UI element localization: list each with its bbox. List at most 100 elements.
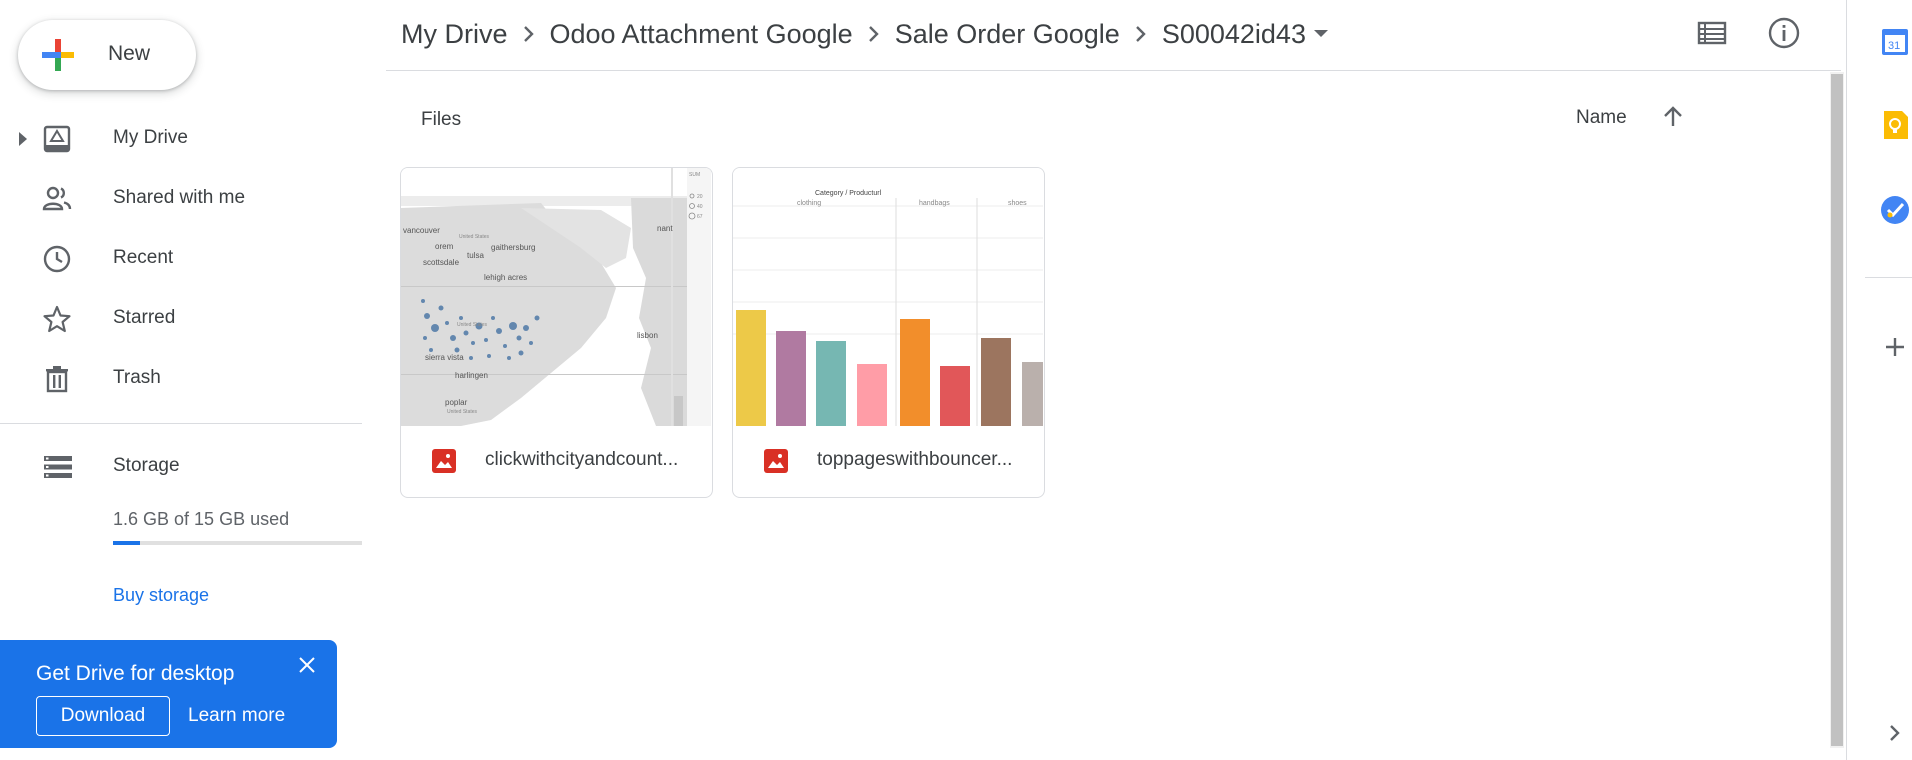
image-file-icon [764,449,788,473]
breadcrumb-item[interactable]: Odoo Attachment Google [549,18,853,49]
promo-title: Get Drive for desktop [36,662,235,685]
map-label: nant [657,224,673,233]
header-divider [386,70,1841,71]
drive-icon [43,125,71,153]
map-label: tulsa [467,251,484,260]
column-label: clothing [797,200,821,207]
map-label: United States [459,234,490,240]
breadcrumb-item[interactable]: My Drive [401,18,508,49]
image-file-icon [432,449,456,473]
star-icon [43,305,71,333]
map-label: lehigh acres [484,273,527,282]
desktop-promo-banner: Get Drive for desktop Download Learn mor… [0,640,337,748]
storage-icon [44,456,72,478]
column-label: shoes [1008,200,1027,207]
new-button-label: New [108,42,151,65]
sidebar-divider [0,423,362,424]
sidebar-item-starred[interactable]: Starred [0,288,362,348]
legend-label: 67 [697,214,703,220]
legend-label: 40 [697,204,703,210]
people-icon [42,186,72,211]
thumbnail-bars [736,310,1043,426]
map-label: United States [457,322,488,328]
tasks-icon[interactable] [1878,193,1912,227]
storage-progress-bar [113,541,362,545]
thumbnail-bar [900,319,930,426]
thumbnail-bar [736,310,766,426]
legend-label: SUM [689,172,700,178]
chevron-right-icon [1120,14,1162,54]
clock-icon [43,245,71,273]
storage-used-text: 1.6 GB of 15 GB used [113,509,290,529]
file-name: clickwithcityandcount... [485,449,679,470]
arrow-up-icon[interactable] [1660,104,1686,130]
sidebar-item-shared[interactable]: Shared with me [0,168,362,228]
thumbnail-bar [816,341,846,426]
svg-text:31: 31 [1888,40,1900,52]
calendar-icon[interactable]: 31 [1878,25,1912,59]
chart-header: Category / Producturl [815,190,882,197]
sidebar-item-label: My Drive [113,127,188,148]
buy-storage-link[interactable]: Buy storage [113,585,210,605]
file-name: toppageswithbouncer... [817,449,1013,470]
close-icon[interactable] [296,654,318,676]
download-button[interactable]: Download [36,696,170,736]
plus-icon [42,39,74,71]
breadcrumb: My Drive Odoo Attachment Google Sale Ord… [401,14,1336,54]
map-label: vancouver [403,226,440,235]
map-label: gaithersburg [491,243,535,252]
info-icon[interactable] [1767,16,1801,50]
thumbnail-bar [981,338,1011,426]
chevron-right-icon [508,14,550,54]
trash-icon [46,366,68,393]
scrollbar-thumb[interactable] [1831,74,1843,746]
caret-down-icon[interactable] [1306,14,1336,54]
thumbnail-bar [1022,362,1043,426]
file-card[interactable]: Category / Producturl clothing handbags … [732,167,1045,498]
map-label: poplar [445,398,468,407]
storage-progress-fill [113,541,140,545]
sidebar-nav: My Drive Shared with me Recent [0,108,362,408]
sort-by-name-button[interactable]: Name [1576,107,1627,128]
sidebar-item-recent[interactable]: Recent [0,228,362,288]
sidebar-item-trash[interactable]: Trash [0,348,362,408]
map-label: orem [435,242,454,251]
learn-more-link[interactable]: Learn more [188,705,286,726]
bar-thumbnail-image: Category / Producturl clothing handbags … [733,168,1043,426]
map-label: United States [447,409,478,415]
thumbnail-bar [857,364,887,426]
files-section-label: Files [421,109,462,130]
sidebar: New My Drive Shared with me [0,0,362,760]
side-panel-divider [1865,277,1912,278]
keep-icon[interactable] [1878,108,1912,142]
list-view-icon[interactable] [1695,16,1729,50]
expand-arrow-icon[interactable] [19,132,27,146]
map-label: scottsdale [423,258,460,267]
chevron-right-icon [853,14,895,54]
thumbnail-bar [940,366,970,426]
chevron-right-icon[interactable] [1878,716,1912,750]
add-addon-icon[interactable] [1878,330,1912,364]
new-button[interactable]: New [18,20,196,90]
map-label: lisbon [637,331,658,340]
column-label: handbags [919,200,950,207]
file-thumbnail-chart: Category / Producturl clothing handbags … [733,168,1043,426]
file-card[interactable]: vancouver orem scottsdale tulsa gaithers… [400,167,713,498]
map-label: harlingen [455,371,488,380]
sidebar-item-label: Storage [113,455,180,476]
breadcrumb-current[interactable]: S00042id43 [1161,18,1306,49]
thumbnail-bar [776,331,806,426]
map-label: sierra vista [425,353,464,362]
file-name-row: clickwithcityandcount... [401,426,711,497]
legend-label: 20 [697,194,703,200]
sidebar-item-storage[interactable]: Storage [0,436,362,496]
file-name-row: toppageswithbouncer... [733,426,1043,497]
sidebar-item-label: Trash [113,367,161,388]
sidebar-item-my-drive[interactable]: My Drive [0,108,362,168]
breadcrumb-item[interactable]: Sale Order Google [894,18,1120,49]
sidebar-item-label: Recent [113,247,174,268]
map-thumbnail-image: vancouver orem scottsdale tulsa gaithers… [401,168,711,426]
file-thumbnail-map: vancouver orem scottsdale tulsa gaithers… [401,168,711,426]
sidebar-item-label: Shared with me [113,187,246,208]
